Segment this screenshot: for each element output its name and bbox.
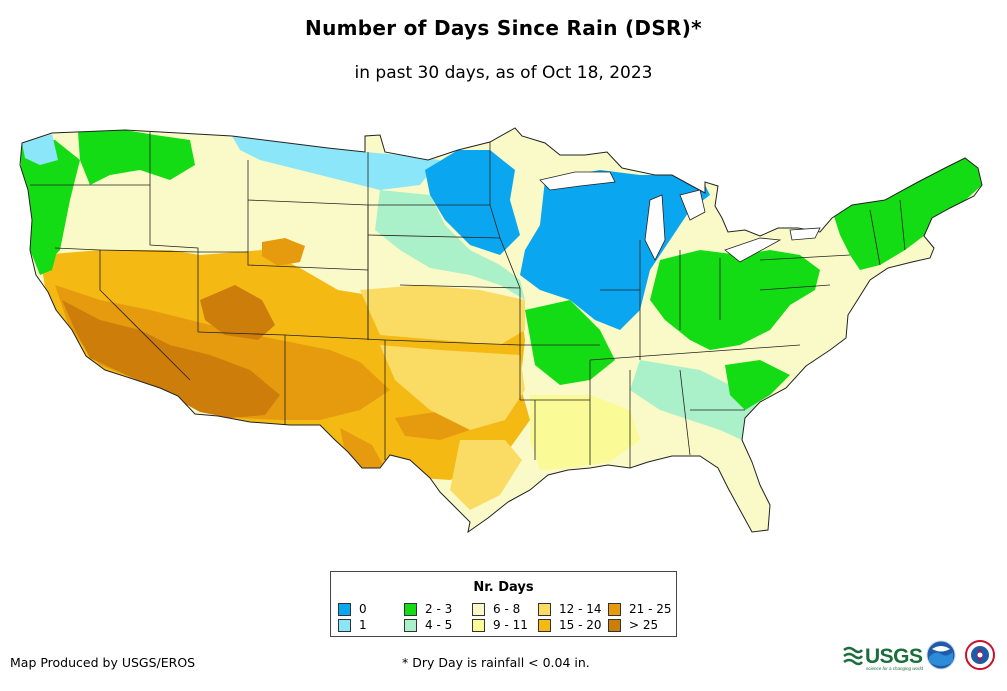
dsr-area-1-washington (22, 134, 58, 165)
legend-label-12-14: 12 - 14 (559, 602, 602, 616)
legend-label-gt25: > 25 (629, 618, 659, 632)
dsr-area-0-minnesota (425, 150, 520, 255)
legend-label-0: 0 (359, 602, 367, 616)
dsr-area-12-14-oklahoma (380, 345, 525, 430)
dsr-area-12-14-plains (360, 285, 525, 345)
dsr-area-21-25-colorado (262, 238, 305, 266)
usgs-wave-icon (843, 646, 863, 666)
map-subtitle: in past 30 days, as of Oct 18, 2023 (354, 63, 653, 83)
dry-day-footnote: * Dry Day is rainfall < 0.04 in. (402, 655, 590, 670)
legend-label-1: 1 (359, 618, 367, 632)
dsr-area-21-25-southwest (55, 285, 390, 420)
legend-swatch-0 (338, 602, 351, 616)
noaa-logo-icon (926, 640, 956, 670)
map-title: Number of Days Since Rain (DSR)* (305, 16, 702, 40)
great-lakes (539, 171, 821, 263)
legend-swatch-2-3 (404, 602, 417, 616)
legend-swatch-15-20 (538, 618, 551, 632)
us-outline (19, 127, 983, 534)
legend-swatch-21-25 (608, 602, 621, 616)
nws-logo-icon (965, 640, 995, 670)
legend-swatch-4-5 (404, 618, 417, 632)
legend-item-gt25: > 25 (608, 618, 658, 632)
dsr-fill-layer (20, 128, 982, 532)
legend-swatch-6-8 (472, 602, 485, 616)
producer-credit: Map Produced by USGS/EROS (10, 655, 196, 670)
legend-title: Nr. Days (473, 580, 534, 595)
legend-label-2-3: 2 - 3 (425, 602, 453, 616)
legend-label-21-25: 21 - 25 (629, 602, 672, 616)
legend-item-12-14: 12 - 14 (538, 602, 602, 616)
dsr-area-1-northern-plains (232, 136, 440, 190)
legend-item-6-8: 6 - 8 (472, 602, 520, 616)
dsr-area-4-5-midwest (375, 190, 525, 300)
legend-item-9-11: 9 - 11 (472, 618, 528, 632)
dsr-area-12-14-texas-gulf (450, 440, 522, 510)
legend-item-2-3: 2 - 3 (404, 602, 452, 616)
legend-item-21-25: 21 - 25 (608, 602, 672, 616)
legend-swatch-1 (338, 618, 351, 632)
legend-label-4-5: 4 - 5 (425, 618, 453, 632)
legend-swatch-gt25 (608, 618, 621, 632)
dsr-area-2-3-california-coast (28, 200, 60, 275)
dsr-area-2-3-new-england (832, 158, 982, 270)
legend-item-0: 0 (338, 602, 367, 616)
legend-label-6-8: 6 - 8 (493, 602, 521, 616)
dsr-area-gt25-nevada (200, 285, 275, 340)
dsr-area-0-illinois (580, 240, 645, 320)
legend-box: Nr. Days 0 1 2 - 3 4 - 5 6 - 8 9 - 11 12… (330, 571, 677, 637)
dsr-area-2-3-carolinas (725, 360, 790, 410)
dsr-area-2-3-missouri (525, 300, 615, 385)
legend-swatch-12-14 (538, 602, 551, 616)
legend-label-15-20: 15 - 20 (559, 618, 602, 632)
dsr-area-21-25-texas-border (340, 428, 385, 470)
dsr-area-4-5-southeast (630, 360, 760, 440)
legend-swatch-9-11 (472, 618, 485, 632)
dsr-area-gt25-southwest (62, 300, 280, 418)
dsr-area-9-11-lower-mississippi (530, 395, 640, 470)
dsr-area-2-3-ohio-valley (650, 250, 820, 350)
legend-label-9-11: 9 - 11 (493, 618, 528, 632)
usgs-tagline: science for a changing world (866, 666, 924, 671)
usgs-wordmark: USGS (865, 644, 923, 668)
usgs-logo: USGS (843, 642, 923, 670)
dsr-area-2-3-idaho-montana (78, 130, 195, 185)
legend-item-15-20: 15 - 20 (538, 618, 602, 632)
state-borders (30, 132, 906, 468)
legend-item-1: 1 (338, 618, 367, 632)
legend-item-4-5: 4 - 5 (404, 618, 452, 632)
